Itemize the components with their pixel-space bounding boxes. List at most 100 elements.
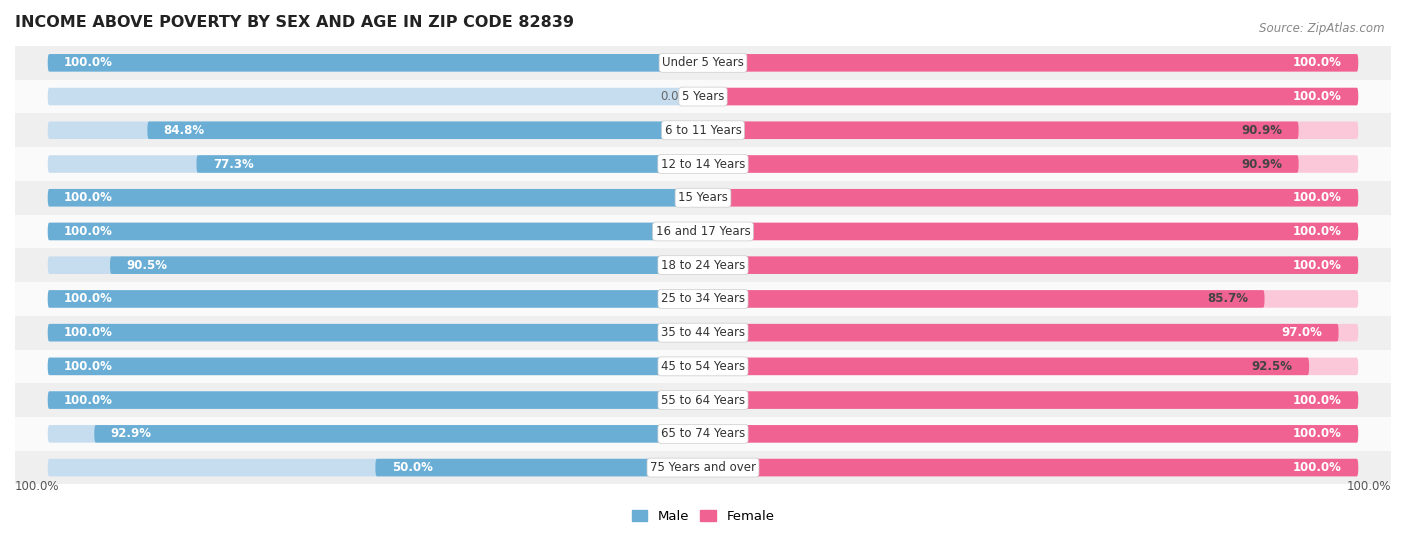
- FancyBboxPatch shape: [48, 391, 703, 409]
- Bar: [15, 147, 1391, 181]
- Text: 45 to 54 Years: 45 to 54 Years: [661, 360, 745, 373]
- FancyBboxPatch shape: [48, 257, 703, 274]
- FancyBboxPatch shape: [48, 358, 703, 375]
- FancyBboxPatch shape: [703, 88, 1358, 105]
- FancyBboxPatch shape: [48, 88, 703, 105]
- Text: 100.0%: 100.0%: [65, 56, 112, 69]
- Bar: [15, 451, 1391, 485]
- Text: INCOME ABOVE POVERTY BY SEX AND AGE IN ZIP CODE 82839: INCOME ABOVE POVERTY BY SEX AND AGE IN Z…: [15, 15, 574, 30]
- Text: 100.0%: 100.0%: [1294, 394, 1341, 406]
- FancyBboxPatch shape: [703, 391, 1358, 409]
- Text: 100.0%: 100.0%: [1347, 480, 1391, 492]
- Text: 12 to 14 Years: 12 to 14 Years: [661, 158, 745, 170]
- FancyBboxPatch shape: [703, 391, 1358, 409]
- Bar: [15, 282, 1391, 316]
- FancyBboxPatch shape: [48, 222, 703, 240]
- FancyBboxPatch shape: [148, 121, 703, 139]
- FancyBboxPatch shape: [94, 425, 703, 443]
- FancyBboxPatch shape: [48, 324, 703, 342]
- Text: 100.0%: 100.0%: [1294, 259, 1341, 272]
- Bar: [15, 417, 1391, 451]
- Text: 100.0%: 100.0%: [65, 191, 112, 204]
- FancyBboxPatch shape: [48, 425, 703, 443]
- Text: 90.9%: 90.9%: [1241, 124, 1282, 137]
- FancyBboxPatch shape: [703, 155, 1358, 173]
- Text: 100.0%: 100.0%: [1294, 225, 1341, 238]
- Text: 92.9%: 92.9%: [111, 427, 152, 440]
- Bar: [15, 248, 1391, 282]
- FancyBboxPatch shape: [48, 222, 703, 240]
- FancyBboxPatch shape: [48, 358, 703, 375]
- Bar: [15, 80, 1391, 113]
- FancyBboxPatch shape: [48, 54, 703, 72]
- Text: 97.0%: 97.0%: [1281, 326, 1322, 339]
- Text: 15 Years: 15 Years: [678, 191, 728, 204]
- Bar: [15, 316, 1391, 349]
- Text: 0.0%: 0.0%: [661, 90, 690, 103]
- Text: 85.7%: 85.7%: [1208, 292, 1249, 305]
- Bar: [15, 349, 1391, 383]
- FancyBboxPatch shape: [703, 189, 1358, 206]
- Text: 18 to 24 Years: 18 to 24 Years: [661, 259, 745, 272]
- FancyBboxPatch shape: [703, 121, 1299, 139]
- FancyBboxPatch shape: [703, 257, 1358, 274]
- Text: 35 to 44 Years: 35 to 44 Years: [661, 326, 745, 339]
- FancyBboxPatch shape: [48, 324, 703, 342]
- FancyBboxPatch shape: [703, 324, 1339, 342]
- Text: 100.0%: 100.0%: [65, 225, 112, 238]
- Text: 50.0%: 50.0%: [392, 461, 433, 474]
- Text: 100.0%: 100.0%: [65, 360, 112, 373]
- Text: 75 Years and over: 75 Years and over: [650, 461, 756, 474]
- Text: Under 5 Years: Under 5 Years: [662, 56, 744, 69]
- FancyBboxPatch shape: [48, 459, 703, 476]
- FancyBboxPatch shape: [703, 425, 1358, 443]
- Text: 16 and 17 Years: 16 and 17 Years: [655, 225, 751, 238]
- Bar: [15, 215, 1391, 248]
- Text: 84.8%: 84.8%: [163, 124, 205, 137]
- FancyBboxPatch shape: [703, 290, 1358, 307]
- Bar: [15, 383, 1391, 417]
- Text: 92.5%: 92.5%: [1251, 360, 1292, 373]
- FancyBboxPatch shape: [48, 121, 703, 139]
- FancyBboxPatch shape: [703, 459, 1358, 476]
- Text: 100.0%: 100.0%: [65, 326, 112, 339]
- FancyBboxPatch shape: [110, 257, 703, 274]
- FancyBboxPatch shape: [703, 222, 1358, 240]
- FancyBboxPatch shape: [703, 54, 1358, 72]
- FancyBboxPatch shape: [703, 189, 1358, 206]
- Text: 100.0%: 100.0%: [1294, 461, 1341, 474]
- FancyBboxPatch shape: [375, 459, 703, 476]
- FancyBboxPatch shape: [703, 324, 1358, 342]
- Text: 100.0%: 100.0%: [1294, 427, 1341, 440]
- Text: 90.9%: 90.9%: [1241, 158, 1282, 170]
- Text: Source: ZipAtlas.com: Source: ZipAtlas.com: [1260, 22, 1385, 35]
- FancyBboxPatch shape: [703, 222, 1358, 240]
- FancyBboxPatch shape: [703, 358, 1309, 375]
- FancyBboxPatch shape: [48, 290, 703, 307]
- FancyBboxPatch shape: [48, 290, 703, 307]
- Text: 100.0%: 100.0%: [1294, 191, 1341, 204]
- FancyBboxPatch shape: [703, 121, 1358, 139]
- FancyBboxPatch shape: [703, 88, 1358, 105]
- FancyBboxPatch shape: [48, 189, 703, 206]
- Text: 5 Years: 5 Years: [682, 90, 724, 103]
- FancyBboxPatch shape: [703, 54, 1358, 72]
- Text: 100.0%: 100.0%: [65, 292, 112, 305]
- Text: 100.0%: 100.0%: [65, 394, 112, 406]
- Text: 77.3%: 77.3%: [212, 158, 253, 170]
- FancyBboxPatch shape: [48, 391, 703, 409]
- FancyBboxPatch shape: [703, 155, 1299, 173]
- Bar: [15, 113, 1391, 147]
- Text: 100.0%: 100.0%: [1294, 90, 1341, 103]
- FancyBboxPatch shape: [703, 358, 1358, 375]
- Text: 55 to 64 Years: 55 to 64 Years: [661, 394, 745, 406]
- FancyBboxPatch shape: [703, 290, 1264, 307]
- FancyBboxPatch shape: [48, 54, 703, 72]
- Text: 25 to 34 Years: 25 to 34 Years: [661, 292, 745, 305]
- Text: 100.0%: 100.0%: [15, 480, 59, 492]
- Text: 65 to 74 Years: 65 to 74 Years: [661, 427, 745, 440]
- Bar: [15, 181, 1391, 215]
- Bar: [15, 46, 1391, 80]
- Text: 90.5%: 90.5%: [127, 259, 167, 272]
- Text: 6 to 11 Years: 6 to 11 Years: [665, 124, 741, 137]
